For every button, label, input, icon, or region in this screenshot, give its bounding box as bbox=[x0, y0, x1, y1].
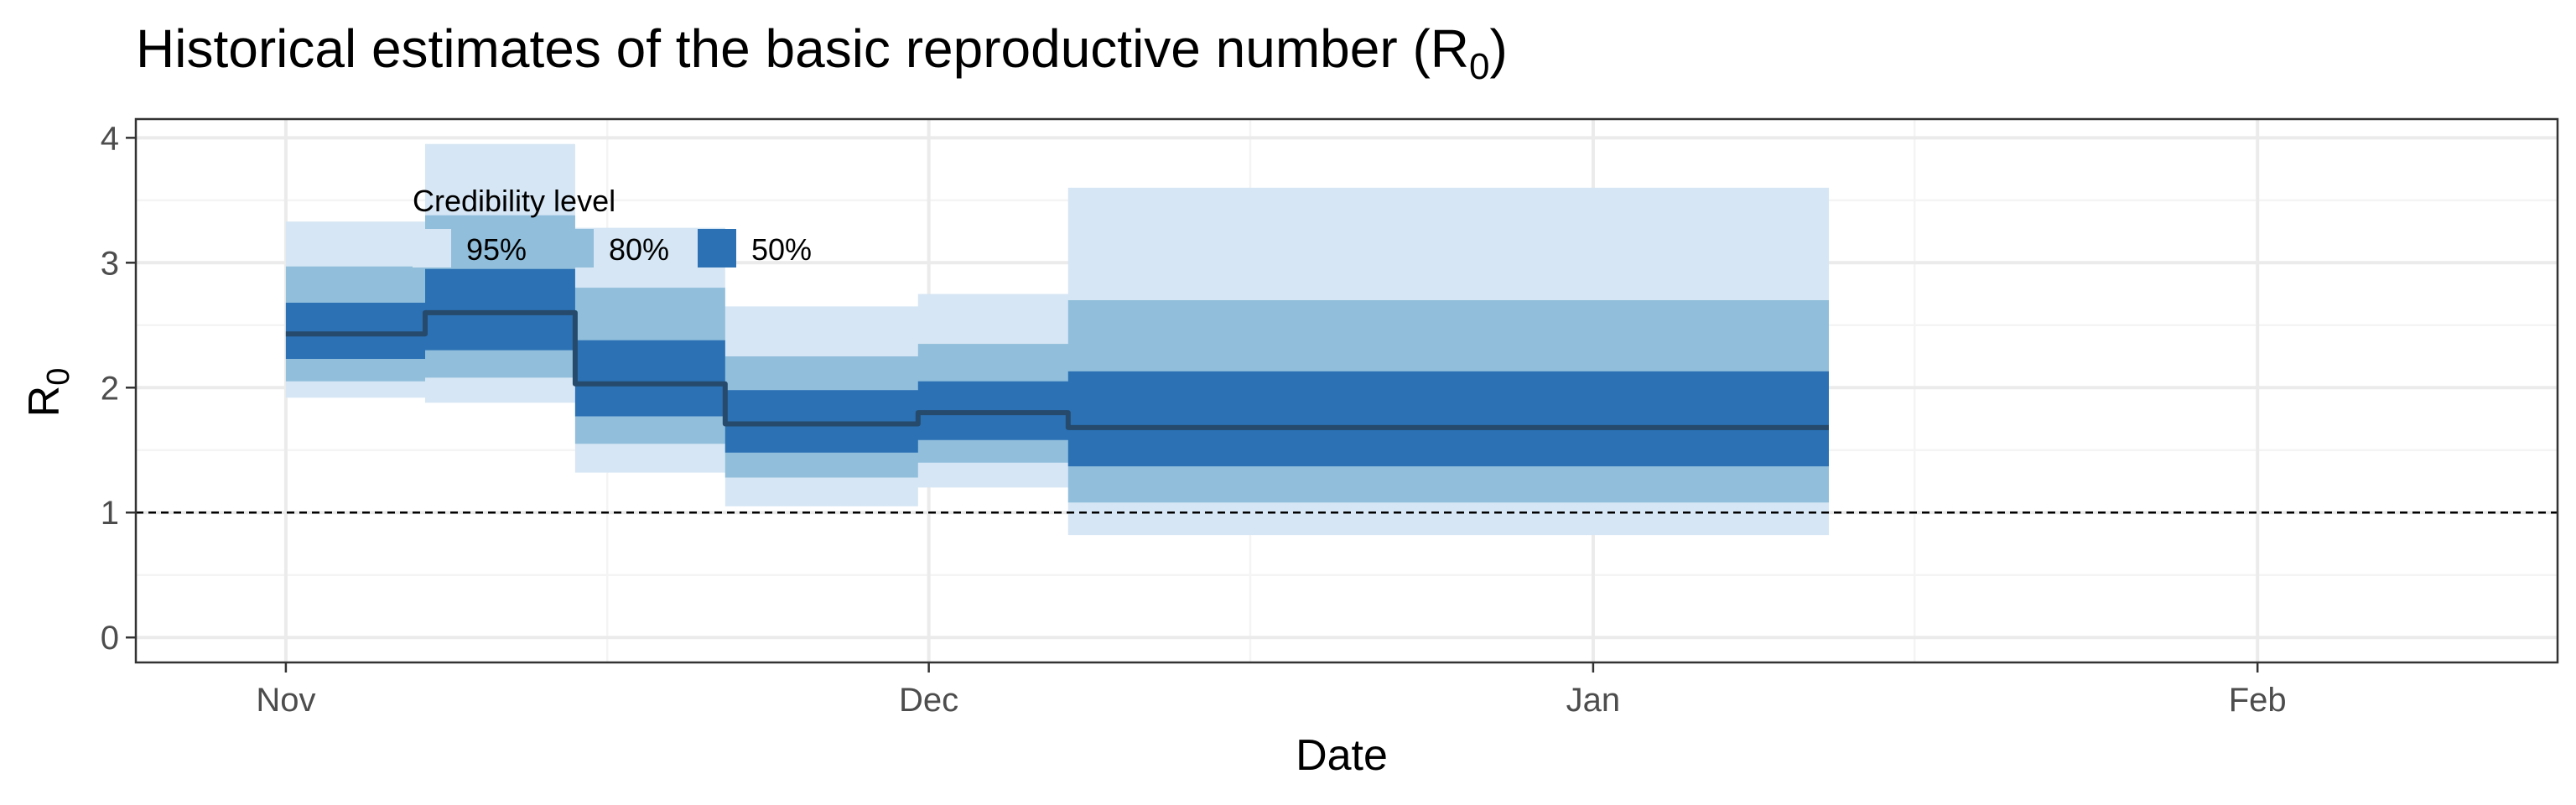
legend-key-50 bbox=[698, 229, 736, 267]
y-tick-label: 0 bbox=[101, 620, 119, 657]
y-axis-title-subscript: 0 bbox=[41, 368, 76, 386]
median-line-group bbox=[285, 309, 1829, 430]
chart-title-suffix: ) bbox=[1489, 18, 1507, 79]
y-tick-label: 2 bbox=[101, 370, 119, 407]
y-tick-label: 4 bbox=[101, 120, 119, 157]
x-tick-label: Jan bbox=[1566, 682, 1621, 719]
x-axis: Nov Dec Jan Feb bbox=[256, 662, 2287, 719]
x-tick-label: Dec bbox=[899, 682, 958, 719]
chart-title: Historical estimates of the basic reprod… bbox=[136, 18, 1508, 87]
credibility-bands bbox=[285, 143, 1829, 536]
y-tick-label: 3 bbox=[101, 245, 119, 282]
legend-title: Credibility level bbox=[413, 184, 615, 218]
legend-label-95: 95% bbox=[466, 232, 527, 267]
y-axis-title: R0 bbox=[20, 368, 76, 418]
chart-title-subscript: 0 bbox=[1469, 46, 1489, 87]
legend-key-80 bbox=[555, 229, 594, 267]
legend: Credibility level 95% 80% 50% bbox=[413, 184, 812, 267]
y-axis: 0 1 2 3 4 bbox=[101, 120, 136, 657]
x-tick-label: Feb bbox=[2229, 682, 2287, 719]
x-axis-title: Date bbox=[1296, 731, 1388, 780]
band-50 bbox=[285, 268, 1829, 467]
legend-items: 95% 80% 50% bbox=[413, 229, 812, 267]
legend-label-50: 50% bbox=[751, 232, 812, 267]
x-tick-label: Nov bbox=[256, 682, 315, 719]
y-tick-label: 1 bbox=[101, 495, 119, 532]
median-line bbox=[285, 309, 1829, 430]
plot-panel bbox=[134, 117, 2559, 664]
legend-label-80: 80% bbox=[609, 232, 669, 267]
panel-border bbox=[134, 117, 2559, 664]
legend-key-95 bbox=[413, 229, 451, 267]
